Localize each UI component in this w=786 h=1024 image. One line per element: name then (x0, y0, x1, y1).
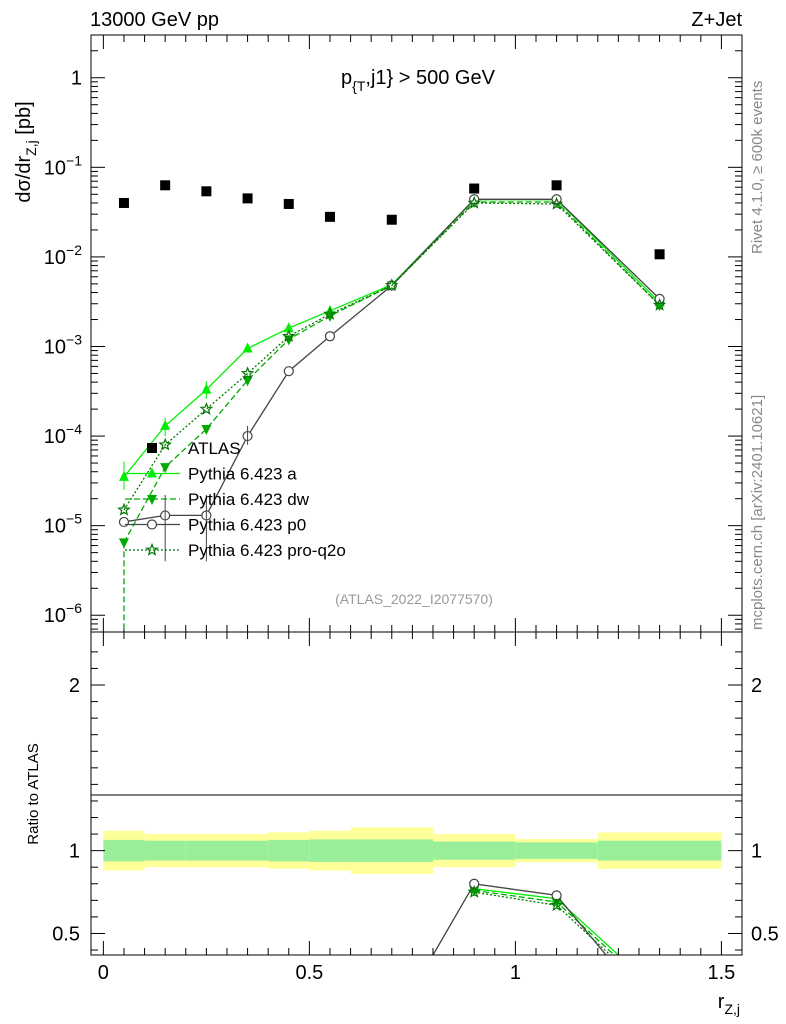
header-right: Z+Jet (691, 9, 742, 31)
series-point (283, 322, 294, 333)
legend-label: Pythia 6.423 pro-q2o (188, 541, 346, 560)
series-point (158, 437, 172, 451)
ratio-y-label: Ratio to ATLAS (25, 743, 42, 844)
ratio-tick-label-right: 2 (751, 675, 762, 697)
legend-marker (146, 519, 158, 530)
main-axis-ticks: 110−110−210−310−410−510−6 (44, 34, 742, 632)
x-tick-label: 1.5 (707, 962, 735, 984)
ratio-band-inner (597, 840, 722, 861)
ratio-tick-label-left: 1 (69, 841, 80, 863)
series-point (160, 463, 171, 474)
series-point (323, 306, 337, 320)
series-point (384, 278, 399, 292)
series-point (201, 424, 212, 435)
data-point (654, 249, 665, 260)
ratio-point (467, 884, 481, 898)
ratio-panel: 0.5 0.51 12 2 Ratio to ATLAS 0 0.5 1 1.5 rZ,j (25, 631, 779, 1017)
data-point (551, 180, 562, 191)
ratio-tick-label-right: 0.5 (751, 923, 779, 945)
ratio-band-inner (432, 841, 516, 860)
ratio-band-inner (268, 839, 310, 862)
ratio-tick-label-left: 0.5 (52, 923, 80, 945)
x-axis-ticks: 0 0.5 1 1.5 (98, 632, 735, 984)
series-line (123, 201, 661, 543)
x-tick-label: 1 (510, 962, 521, 984)
series-point (242, 376, 253, 387)
series-point (117, 502, 131, 516)
rivet-label: Rivet 4.1.0, ≥ 600k events (749, 81, 766, 254)
series-point (652, 297, 667, 311)
x-tick-label: 0.5 (295, 962, 323, 984)
data-point (160, 180, 171, 191)
data-point (283, 198, 294, 209)
y-tick-label: 10−4 (44, 421, 82, 448)
ratio-bands (103, 827, 722, 874)
legend: ATLAS Pythia 6.423 a Pythia 6.423 dw Pythia… (125, 439, 346, 560)
legend-label: ATLAS (188, 439, 241, 458)
series-atlas-data (118, 180, 665, 260)
data-point (386, 214, 397, 225)
series-pythia-6-423-pro-q2o (117, 195, 667, 516)
data-point (242, 193, 253, 204)
legend-label: Pythia 6.423 dw (188, 490, 310, 509)
series-line (123, 202, 661, 511)
ratio-pythia-6-423-pro-q2o (467, 884, 611, 955)
legend-label: Pythia 6.423 a (188, 465, 297, 484)
ratio-band-inner (226, 840, 269, 861)
series-point (281, 329, 296, 342)
ratio-point (551, 897, 562, 908)
ratio-frame (90, 631, 743, 956)
legend-label: Pythia 6.423 p0 (188, 516, 306, 535)
ratio-band-inner (309, 839, 351, 862)
mcplots-label: mcplots.cern.ch [arXiv:2401.10621] (749, 395, 766, 630)
ratio-band-inner (103, 839, 145, 862)
ratio-band-inner (185, 840, 227, 861)
legend-marker (147, 467, 157, 478)
ratio-band-inner (350, 839, 433, 862)
ratio-band-inner (144, 840, 186, 861)
x-tick-label: 0 (98, 962, 109, 984)
series-point (242, 342, 253, 353)
main-series-layer (117, 180, 667, 632)
series-point (324, 331, 336, 342)
series-point (283, 366, 294, 377)
ratio-band-inner (515, 842, 598, 859)
ratio-line (432, 883, 607, 955)
ratio-axis-ticks: 0.5 0.5 1 1 2 2 (52, 651, 779, 951)
data-point (201, 186, 212, 197)
series-point (549, 196, 564, 210)
series-point (467, 195, 481, 209)
ratio-tick-label-left: 2 (69, 675, 80, 697)
ratio-point (549, 898, 564, 912)
data-point (324, 211, 335, 222)
y-tick-label: 10−2 (44, 242, 82, 269)
data-point (469, 183, 480, 194)
ratio-series-layer (432, 878, 619, 955)
y-axis-label: dσ/drZ,j [pb] (13, 101, 39, 202)
legend-marker (147, 443, 157, 453)
legend-marker (145, 542, 159, 556)
y-tick-label: 10−5 (44, 511, 82, 538)
series-point (199, 401, 214, 415)
ratio-tick-label-right: 1 (751, 841, 762, 863)
analysis-watermark: (ATLAS_2022_I2077570) (335, 591, 493, 607)
y-tick-label: 1 (71, 68, 82, 90)
ratio-point (469, 878, 480, 889)
data-point (118, 197, 129, 208)
header-left: 13000 GeV pp (90, 9, 219, 31)
series-line (123, 198, 661, 523)
legend-marker (147, 495, 157, 505)
ratio-line (474, 891, 611, 955)
series-point (240, 366, 255, 380)
